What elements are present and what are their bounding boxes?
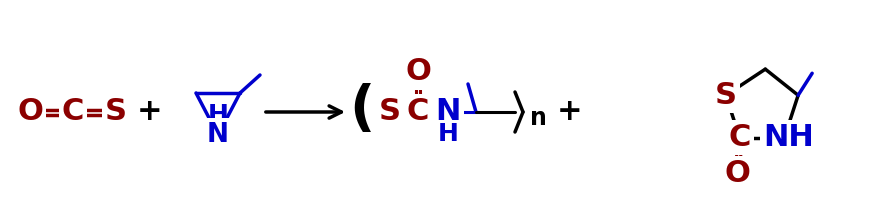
Text: O: O [405,58,430,87]
Text: C: C [407,97,429,126]
Text: N: N [434,97,460,126]
Text: C: C [728,123,750,152]
Text: C: C [62,97,84,126]
Text: S: S [378,97,401,126]
Text: +: + [557,97,582,126]
Text: H: H [437,122,458,146]
Text: (: ( [349,83,375,137]
Text: NH: NH [762,123,813,152]
Text: H: H [207,103,228,127]
Text: S: S [105,97,127,126]
Text: {: { [347,86,383,134]
Text: O: O [17,97,43,126]
Text: S: S [714,81,736,110]
Text: +: + [137,97,163,126]
Text: n: n [529,106,546,130]
Text: N: N [207,122,229,148]
Text: O: O [724,159,750,188]
